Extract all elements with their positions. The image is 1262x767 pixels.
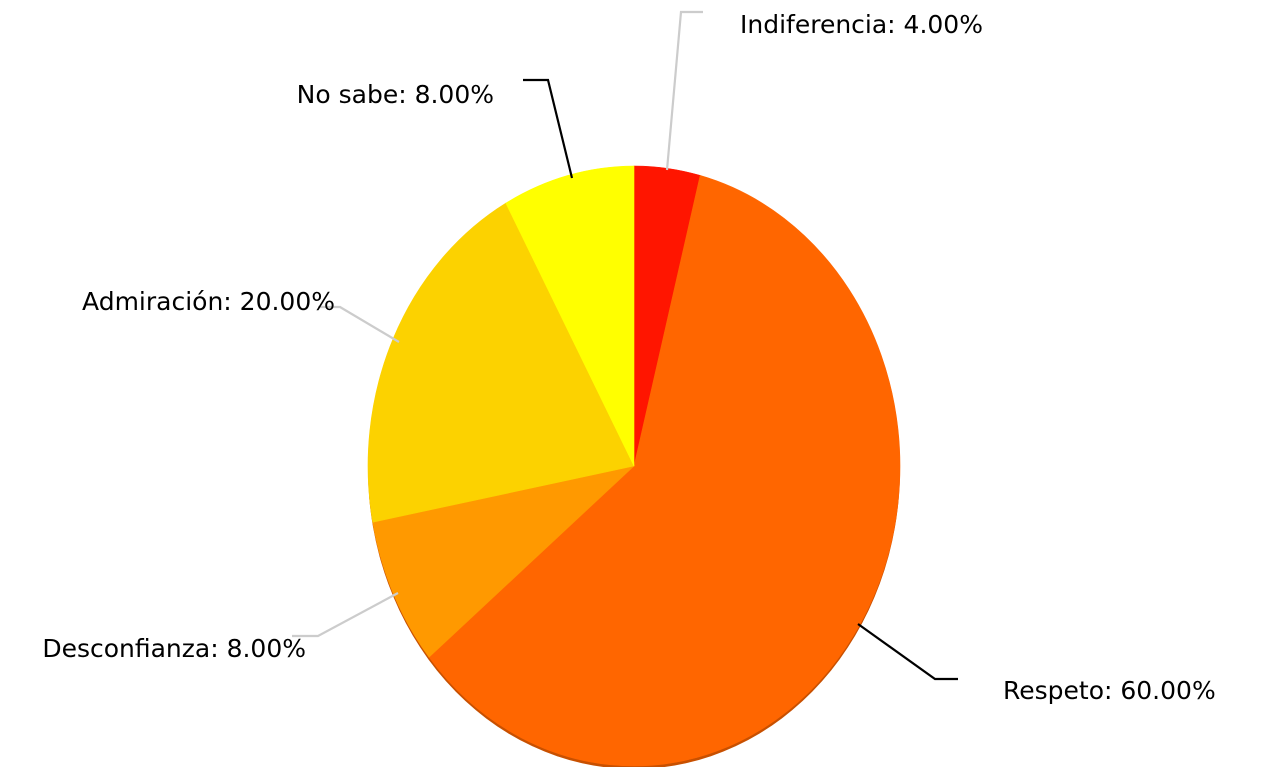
data-label-no sabe: No sabe: 8.00%: [297, 80, 494, 109]
data-labels: Indiferencia: 4.00% Respeto: 60.00% Descon…: [42, 10, 1215, 705]
leader-line-indiferencia: [665, 10, 703, 171]
pie-slice-no sabe: [505, 165, 635, 467]
pie-slice-respeto: [428, 175, 901, 767]
leader-line-admiracion: [318, 305, 400, 343]
leader-line-respeto: [857, 623, 958, 681]
leader-line-no sabe: [523, 78, 574, 179]
data-label-indiferencia: Indiferencia: 4.00%: [740, 10, 983, 39]
leader-lines: [292, 10, 958, 681]
data-label-respeto: Respeto: 60.00%: [1003, 676, 1216, 705]
data-label-desconfianza: Desconfianza: 8.00%: [42, 634, 306, 663]
leader-line-desconfianza: [292, 592, 399, 638]
data-label-admiracion: Admiración: 20.00%: [82, 287, 335, 316]
pie-slice-desconfianza: [372, 465, 635, 658]
pie-slices: [367, 165, 901, 767]
